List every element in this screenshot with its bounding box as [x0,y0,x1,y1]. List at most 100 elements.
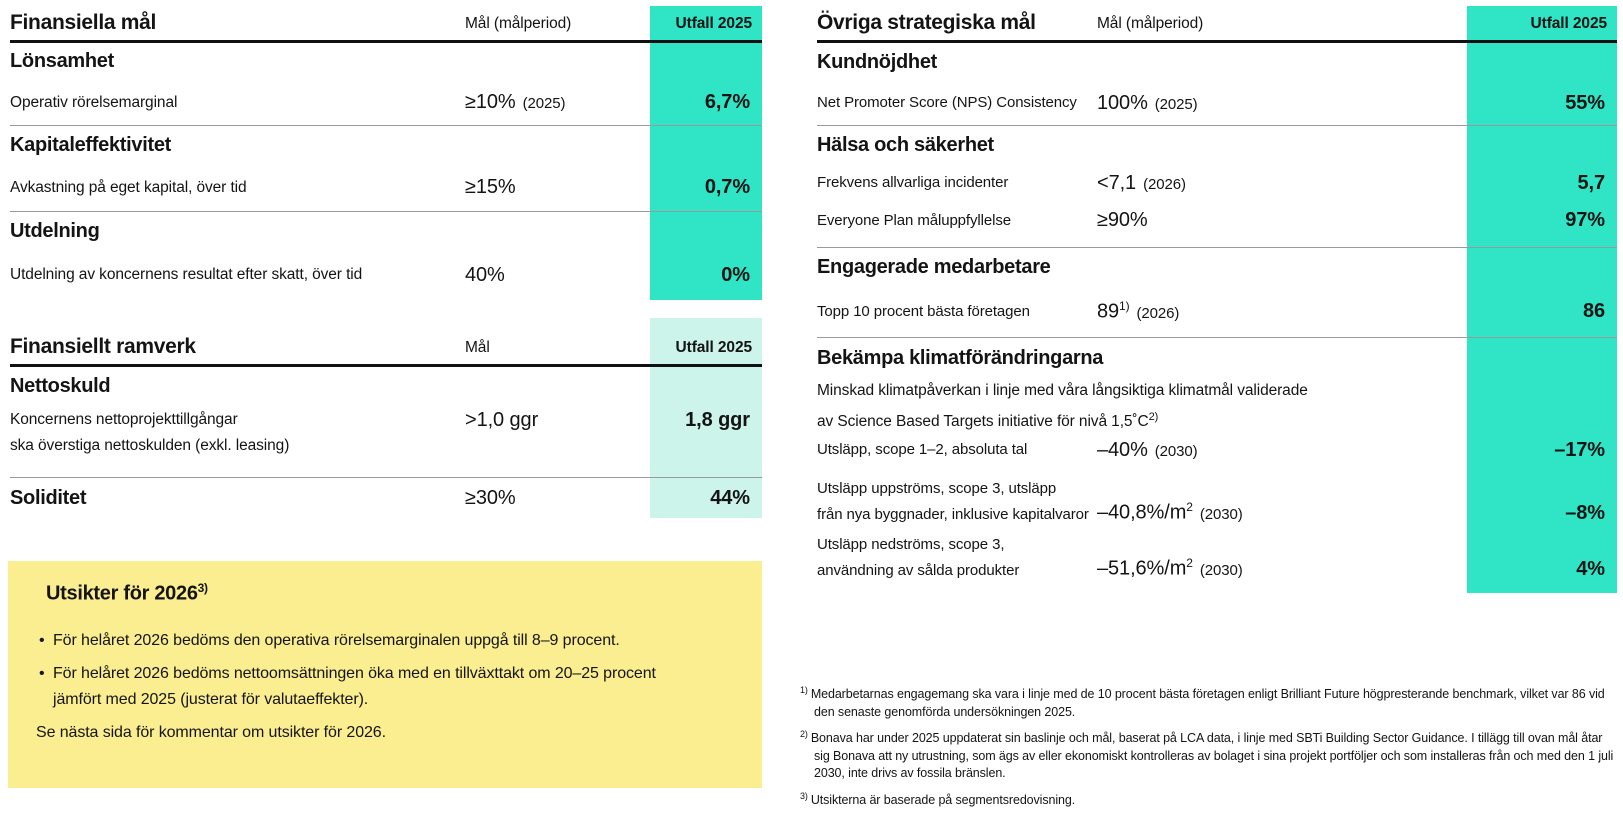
target-period: (2026) [1136,304,1180,322]
row-target: 40% [465,263,505,286]
target-period: (2030) [1199,506,1243,523]
footnote-ref-3: 3) [197,581,208,595]
row-target: ≥15% [465,176,516,198]
outlook-footer-note: Se nästa sida för kommentar om utsikter … [36,723,386,741]
section-heading-kundnojdhet: Kundnöjdhet [817,50,938,73]
row-outcome: 6,7% [704,91,750,113]
outcome-column-header: Utfall 2025 [675,15,753,32]
outlook-box: Utsikter för 20263) För helåret 2026 bed… [8,561,762,788]
climate-description: Minskad klimatpåverkan i linje med våra … [817,382,1308,431]
table-row: Soliditet ≥30% 44% [10,478,762,518]
outcome-column-header: Utfall 2025 [675,339,753,356]
target-period: (2025) [522,95,566,112]
footnote-ref-1: 1) [1119,299,1130,314]
section-heading-halsa-och-sakerhet: Hälsa och säkerhet [817,133,994,156]
row-outcome: –17% [1554,438,1605,461]
footnote-ref-2: 2) [1148,411,1159,423]
section-heading-soliditet: Soliditet [10,486,87,509]
footnote-2: 2) Bonava har under 2025 uppdaterat sin b… [800,729,1614,781]
section-heading-kapitaleffektivitet: Kapitaleffektivitet [10,133,172,156]
row-label: Net Promoter Score (NPS) Consistency [817,94,1077,111]
footnotes: 1) Medarbetarnas engagemang ska vara i li… [800,684,1615,816]
bullet-icon [39,661,53,713]
row-label: Utsläpp, scope 1–2, absoluta tal [817,441,1028,458]
table-header-row: Finansiella mål Mål (målperiod) Utfall 2… [10,6,762,43]
row-target: –51,6%/m2 (2030) [1097,556,1243,580]
bullet-icon [39,628,53,654]
table-row: Utsläpp uppströms, scope 3, utsläpp från… [817,468,1617,528]
row-label: Operativ rörelsemarginal [10,93,178,111]
outlook-title: Utsikter för 20263) [46,581,208,605]
row-outcome: 97% [1565,209,1605,231]
row-label: Topp 10 procent bästa företagen [817,302,1030,320]
financial-goals-table: Finansiella mål Mål (målperiod) Utfall 2… [10,6,762,300]
table-row: Net Promoter Score (NPS) Consistency 100… [817,81,1617,126]
section-heading-klimat: Bekämpa klimatförändringarna [817,346,1104,369]
target-period: (2030) [1199,562,1243,579]
target-period: (2025) [1154,95,1198,113]
row-label: Utsläpp uppströms, scope 3, utsläpp från… [817,480,1089,523]
table-title: Finansiella mål [10,11,157,34]
row-label: Everyone Plan måluppfyllelse [817,211,1011,229]
squared-sup: 2 [1186,500,1193,515]
table-header-row: Övriga strategiska mål Mål (målperiod) U… [817,6,1617,43]
table-row: Operativ rörelsemarginal ≥10% (2025) 6,7% [10,80,762,126]
row-outcome: 0% [721,263,750,286]
outlook-bullet-list: För helåret 2026 bedöms den operativa rö… [34,628,762,713]
footnote-3: 3) Utsikterna är baserade på segmentsredo… [800,790,1076,807]
row-outcome: 44% [710,486,750,509]
list-item: För helåret 2026 bedöms nettoomsättninge… [39,661,762,713]
footnote-marker: 1) [800,685,808,695]
table-row: Utsläpp nedströms, scope 3, användning a… [817,528,1617,592]
row-target: <7,1 (2026) [1097,171,1186,194]
section-heading-engagerade-medarbetare: Engagerade medarbetare [817,255,1051,278]
section-heading-utdelning: Utdelning [10,219,100,242]
table-title: Övriga strategiska mål [817,11,1036,34]
row-label: Utsläpp nedströms, scope 3, användning a… [817,536,1020,579]
table-row: Everyone Plan måluppfyllelse ≥90% 97% [817,202,1617,248]
squared-sup: 2 [1186,556,1193,571]
table-row: Avkastning på eget kapital, över tid ≥15… [10,164,762,212]
row-target: ≥90% [1097,209,1148,231]
outcome-column-highlight [650,6,762,300]
row-target: >1,0 ggr [465,409,539,431]
table-row: Koncernens nettoprojekttillgångar ska öv… [10,405,762,478]
table-row: Utdelning av koncernens resultat efter s… [10,250,762,300]
table-row: Topp 10 procent bästa företagen 891) (202… [817,286,1617,338]
row-outcome: 86 [1582,300,1605,322]
row-target: ≥30% [465,486,516,509]
financial-framework-table: Finansiellt ramverk Mål Utfall 2025 Nett… [10,318,762,518]
target-column-header: Mål (målperiod) [465,15,572,32]
table-title: Finansiellt ramverk [10,335,196,358]
footnote-1: 1) Medarbetarnas engagemang ska vara i li… [800,685,1605,719]
target-period: (2026) [1143,175,1186,193]
strategic-goals-table: Övriga strategiska mål Mål (målperiod) U… [817,6,1617,593]
row-label: Frekvens allvarliga incidenter [817,174,1009,191]
outcome-column-header: Utfall 2025 [1530,15,1608,32]
target-column-header: Mål [465,339,490,356]
target-period: (2030) [1154,442,1198,460]
section-heading-nettoskuld: Nettoskuld [10,374,111,397]
row-outcome: –8% [1565,502,1605,524]
table-row: Frekvens allvarliga incidenter <7,1 (2026… [817,164,1617,202]
table-header-row: Finansiellt ramverk Mål Utfall 2025 [10,318,762,367]
section-heading-lonsamhet: Lönsamhet [10,50,114,72]
row-outcome: 5,7 [1577,171,1605,194]
outcome-column-highlight [1467,6,1617,593]
row-label: Avkastning på eget kapital, över tid [10,178,247,196]
footnote-marker: 3) [800,790,808,801]
row-outcome: 1,8 ggr [685,409,750,431]
row-target: ≥10% (2025) [465,91,566,113]
row-label: Utdelning av koncernens resultat efter s… [10,266,363,283]
table-row: Utsläpp, scope 1–2, absoluta tal –40% (20… [817,432,1617,468]
footnote-marker: 2) [800,729,808,740]
row-outcome: 55% [1565,91,1605,114]
row-outcome: 4% [1576,558,1605,580]
outcome-column-highlight [650,318,762,518]
row-target: –40% (2030) [1097,438,1198,461]
list-item: För helåret 2026 bedöms den operativa rö… [39,628,762,654]
row-target: 100% (2025) [1097,91,1198,114]
target-column-header: Mål (målperiod) [1097,15,1204,32]
row-target: –40,8%/m2 (2030) [1097,500,1243,524]
row-label: Koncernens nettoprojekttillgångar ska öv… [10,411,290,454]
